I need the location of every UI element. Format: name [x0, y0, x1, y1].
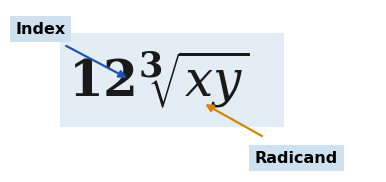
Text: Index: Index [15, 22, 66, 37]
Text: $\mathbf{12}^{\mathbf{3}}\!\!\sqrt{\mathit{xy}}$: $\mathbf{12}^{\mathbf{3}}\!\!\sqrt{\math… [68, 49, 249, 110]
Text: Radicand: Radicand [255, 151, 338, 166]
FancyBboxPatch shape [60, 33, 284, 127]
